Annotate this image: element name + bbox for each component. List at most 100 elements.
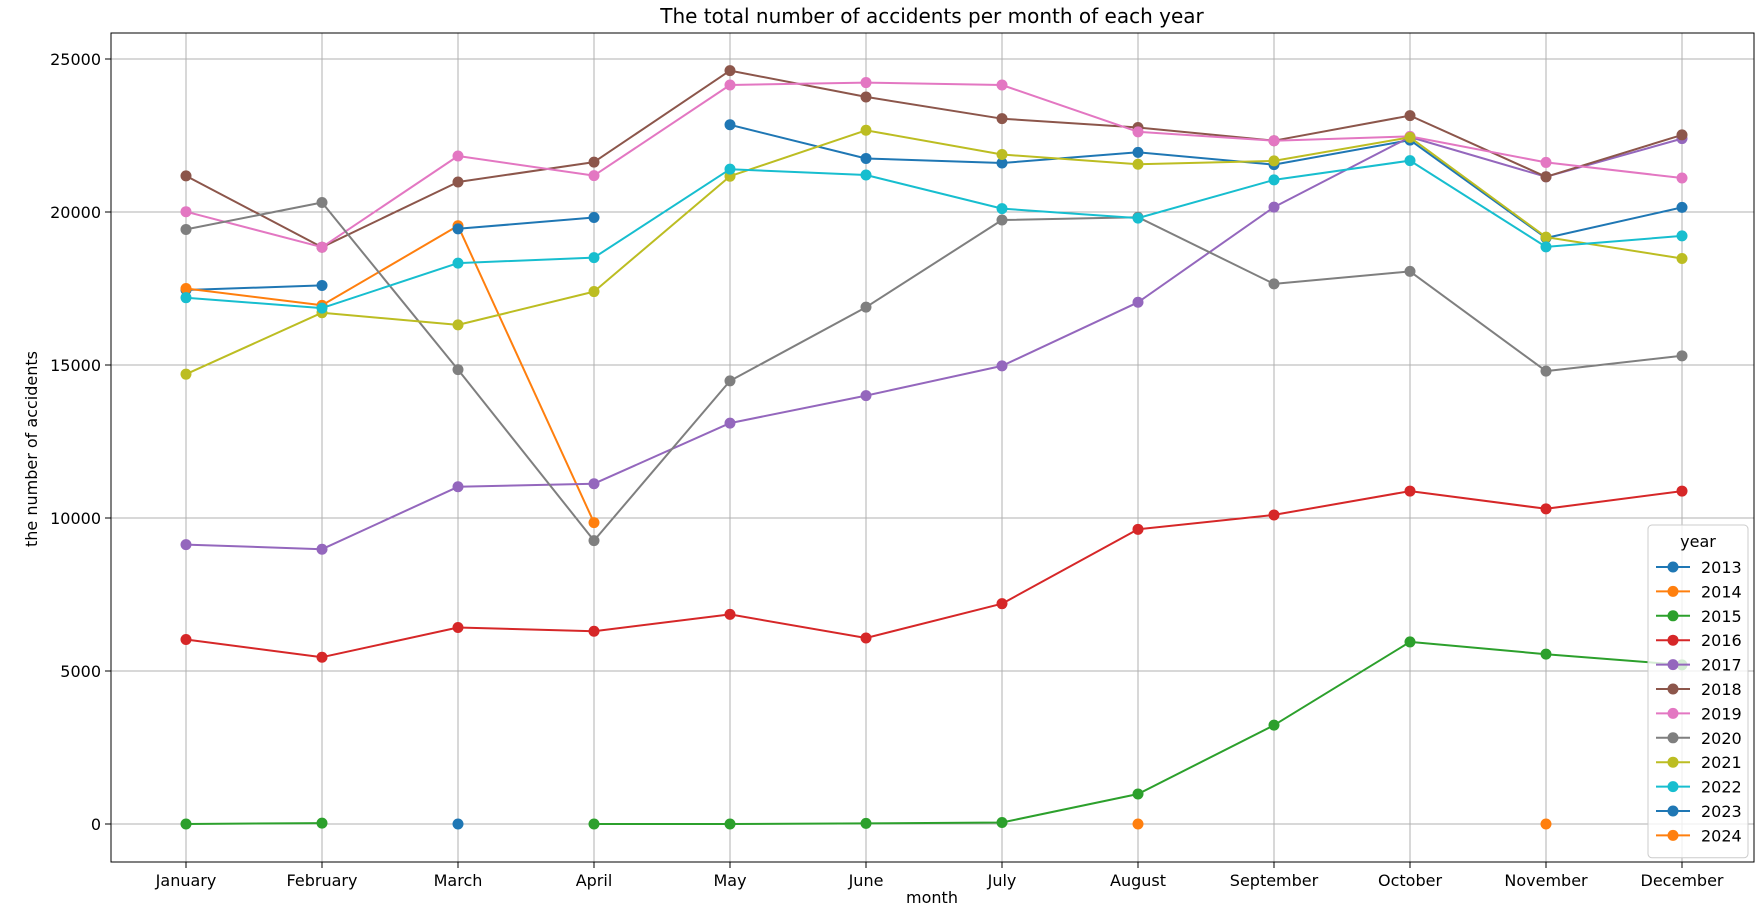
legend-label: 2016	[1701, 631, 1742, 650]
data-point	[996, 113, 1008, 125]
legend-item: 2021	[1656, 753, 1742, 772]
series-layer	[180, 65, 1688, 830]
legend-label: 2018	[1701, 680, 1742, 699]
x-tick-label: September	[1230, 871, 1319, 890]
data-point	[1540, 503, 1552, 515]
series-line	[185, 490, 1683, 659]
data-point	[860, 91, 872, 103]
legend-label: 2022	[1701, 778, 1742, 797]
data-point	[452, 223, 464, 235]
legend-label: 2014	[1701, 582, 1742, 601]
grid-layer	[111, 33, 1754, 862]
y-tick-label: 20000	[50, 203, 101, 222]
data-point	[724, 417, 736, 429]
data-point	[180, 206, 192, 218]
data-point	[1404, 265, 1416, 277]
series-2017	[180, 131, 1688, 555]
data-point	[588, 212, 600, 224]
legend-marker	[1667, 561, 1679, 573]
series-line	[185, 129, 1683, 376]
legend-marker	[1667, 756, 1679, 768]
data-point	[316, 543, 328, 555]
series-line	[185, 822, 323, 825]
data-point	[1132, 158, 1144, 170]
data-point	[316, 197, 328, 209]
data-point	[724, 163, 736, 175]
data-point	[860, 632, 872, 644]
series-line	[185, 201, 1683, 542]
legend-marker	[1667, 683, 1679, 695]
data-point	[452, 622, 464, 634]
series-line	[185, 136, 1683, 551]
data-point	[1268, 135, 1280, 147]
data-point	[724, 119, 736, 131]
legend-marker	[1667, 805, 1679, 817]
data-point	[1676, 350, 1688, 362]
legend-label: 2013	[1701, 558, 1742, 577]
data-point	[588, 517, 600, 529]
legend-marker	[1667, 781, 1679, 793]
legend-label: 2021	[1701, 753, 1742, 772]
legend-label: 2020	[1701, 729, 1742, 748]
data-point	[316, 651, 328, 663]
legend-item: 2023	[1656, 802, 1742, 821]
data-point	[996, 598, 1008, 610]
series-line	[185, 224, 595, 524]
data-point	[724, 65, 736, 77]
x-tick-label: June	[848, 871, 884, 890]
x-tick-label: November	[1504, 871, 1588, 890]
y-tick-label: 10000	[50, 509, 101, 528]
data-point	[724, 818, 736, 830]
data-point	[1132, 818, 1144, 830]
series-line	[729, 123, 1683, 239]
data-point	[1404, 110, 1416, 122]
x-tick-label: December	[1641, 871, 1724, 890]
data-point	[1268, 509, 1280, 521]
series-line	[185, 284, 323, 291]
series-2022	[180, 155, 1688, 314]
data-point	[452, 176, 464, 188]
legend-item: 2014	[1656, 582, 1742, 601]
data-point	[1404, 155, 1416, 167]
legend-item: 2015	[1656, 607, 1742, 626]
data-point	[1132, 296, 1144, 308]
legend-item: 2020	[1656, 729, 1742, 748]
legend-item: 2022	[1656, 778, 1742, 797]
data-point	[1676, 230, 1688, 242]
data-point	[1540, 818, 1552, 830]
data-point	[860, 390, 872, 402]
data-point	[180, 292, 192, 304]
series-line	[185, 81, 1683, 249]
x-tick-label: May	[713, 871, 746, 890]
series-2021	[180, 124, 1688, 380]
legend-marker	[1667, 707, 1679, 719]
data-point	[180, 223, 192, 235]
legend-marker	[1667, 610, 1679, 622]
y-tick-label: 15000	[50, 356, 101, 375]
data-point	[1404, 636, 1416, 648]
legend-title: year	[1680, 532, 1716, 551]
legend-item: 2019	[1656, 704, 1742, 723]
data-point	[860, 301, 872, 313]
data-point	[996, 203, 1008, 215]
data-point	[724, 608, 736, 620]
data-point	[180, 633, 192, 645]
data-point	[996, 157, 1008, 169]
data-point	[1404, 131, 1416, 143]
data-point	[1268, 201, 1280, 213]
data-point	[1676, 172, 1688, 184]
series-line	[185, 159, 1683, 310]
data-point	[180, 368, 192, 380]
data-point	[860, 169, 872, 181]
data-point	[588, 818, 600, 830]
data-point	[860, 124, 872, 136]
legend-label: 2015	[1701, 607, 1742, 626]
data-point	[452, 319, 464, 331]
data-point	[180, 818, 192, 830]
legend: year 2013 2014 2015 2016 2017 2018 2019 2020 2021…	[1647, 524, 1749, 859]
y-tick-label: 0	[91, 815, 101, 834]
data-point	[1268, 278, 1280, 290]
data-point	[452, 818, 464, 830]
y-tick-label: 5000	[60, 662, 101, 681]
